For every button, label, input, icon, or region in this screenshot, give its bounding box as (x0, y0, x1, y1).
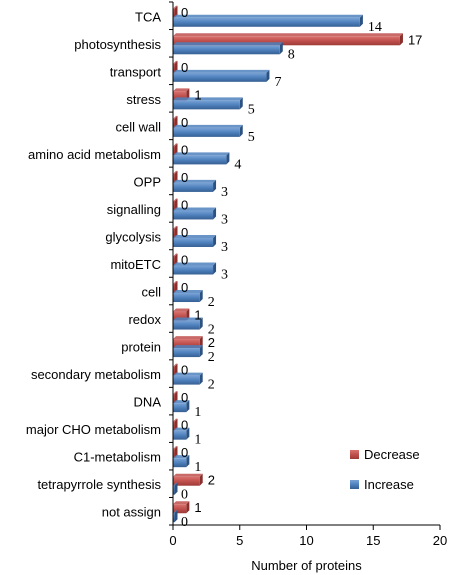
category-label: amino acid metabolism (28, 147, 161, 162)
value-label-decrease: 0 (181, 280, 188, 295)
legend-swatch (350, 480, 359, 489)
x-tick-label: 20 (433, 533, 447, 548)
x-tick-label: 15 (366, 533, 380, 548)
value-label-decrease: 0 (181, 225, 188, 240)
value-label-increase: 0 (181, 515, 188, 530)
category-label: mitoETC (110, 257, 161, 272)
value-label-decrease: 0 (181, 170, 188, 185)
value-label-decrease: 1 (194, 87, 201, 102)
value-label-decrease: 2 (208, 473, 215, 488)
bar-increase (173, 69, 270, 82)
bar-increase (173, 400, 190, 413)
category-label: transport (110, 64, 162, 79)
value-label-decrease: 0 (181, 445, 188, 460)
value-label-decrease: 0 (181, 363, 188, 378)
category-label: DNA (134, 395, 162, 410)
value-label-increase: 2 (208, 350, 215, 365)
category-label: cell (141, 285, 161, 300)
x-tick-label: 0 (169, 533, 176, 548)
value-label-increase: 2 (208, 378, 215, 393)
value-label-increase: 5 (248, 130, 255, 145)
category-label: protein (121, 340, 161, 355)
value-label-decrease: 0 (181, 390, 188, 405)
bar-decrease (173, 33, 403, 46)
value-label-increase: 5 (248, 102, 255, 117)
category-label: glycolysis (105, 229, 161, 244)
legend-item-increase: Increase (350, 477, 414, 492)
bar-increase (173, 124, 243, 137)
bar-increase (173, 317, 203, 330)
value-label-decrease: 0 (181, 253, 188, 268)
value-label-increase: 14 (368, 20, 382, 35)
bar-increase (173, 427, 190, 440)
bar-increase (173, 455, 190, 468)
bar-increase (173, 345, 203, 358)
value-label-increase: 1 (194, 460, 201, 475)
bar-increase (173, 179, 217, 192)
category-label: photosynthesis (74, 37, 161, 52)
value-label-increase: 3 (221, 212, 228, 227)
value-label-increase: 3 (221, 268, 228, 283)
value-label-decrease: 2 (208, 335, 215, 350)
legend-label: Decrease (364, 447, 420, 462)
bar-increase (173, 482, 178, 495)
value-label-decrease: 1 (194, 308, 201, 323)
value-label-decrease: 0 (181, 418, 188, 433)
category-label: redox (128, 312, 161, 327)
x-axis-title: Number of proteins (251, 558, 362, 573)
value-label-decrease: 17 (408, 32, 422, 47)
category-label: signalling (107, 202, 161, 217)
value-label-increase: 4 (234, 157, 241, 172)
value-label-increase: 2 (208, 295, 215, 310)
value-label-increase: 0 (181, 488, 188, 503)
legend-swatch (350, 450, 359, 459)
bar-increase (173, 234, 217, 247)
legend-label: Increase (364, 477, 414, 492)
bar-increase (173, 262, 217, 275)
bar-increase (173, 152, 230, 165)
value-label-increase: 7 (274, 75, 281, 90)
x-ticks: 0 5 10 15 20 (169, 525, 447, 548)
category-label: C1-metabolism (74, 450, 161, 465)
legend-item-decrease: Decrease (350, 447, 420, 462)
category-label: tetrapyrrole synthesis (37, 477, 161, 492)
category-labels: TCA photosynthesis transport stress cell wal… (26, 9, 162, 519)
value-label-increase: 1 (194, 433, 201, 448)
category-label: not assign (102, 505, 161, 520)
value-label-increase: 3 (221, 185, 228, 200)
category-label: secondary metabolism (31, 367, 161, 382)
axes (169, 1, 440, 526)
value-label-decrease: 0 (181, 60, 188, 75)
value-label-decrease: 0 (181, 197, 188, 212)
bar-decrease (173, 501, 190, 514)
value-label-decrease: 0 (181, 142, 188, 157)
category-label: major CHO metabolism (26, 422, 161, 437)
value-label-increase: 2 (208, 323, 215, 338)
category-label: TCA (135, 9, 161, 24)
value-label-increase: 1 (194, 405, 201, 420)
x-tick-label: 5 (236, 533, 243, 548)
value-label-decrease: 1 (194, 500, 201, 515)
category-label: stress (126, 92, 161, 107)
bar-increase (173, 97, 243, 110)
bars (173, 5, 403, 523)
value-label-decrease: 0 (181, 115, 188, 130)
x-tick-label: 10 (299, 533, 313, 548)
value-label-increase: 3 (221, 240, 228, 255)
legend: Decrease Increase (350, 447, 420, 492)
bar-increase (173, 207, 217, 220)
bar-increase (173, 290, 203, 303)
category-label: cell wall (115, 119, 161, 134)
category-label: OPP (134, 174, 161, 189)
bar-increase (173, 42, 283, 55)
value-label-increase: 8 (288, 47, 295, 62)
bar-increase (173, 372, 203, 385)
value-label-decrease: 0 (181, 5, 188, 20)
bar-increase (173, 510, 178, 523)
bar-decrease (173, 473, 203, 486)
bar-increase (173, 14, 363, 27)
